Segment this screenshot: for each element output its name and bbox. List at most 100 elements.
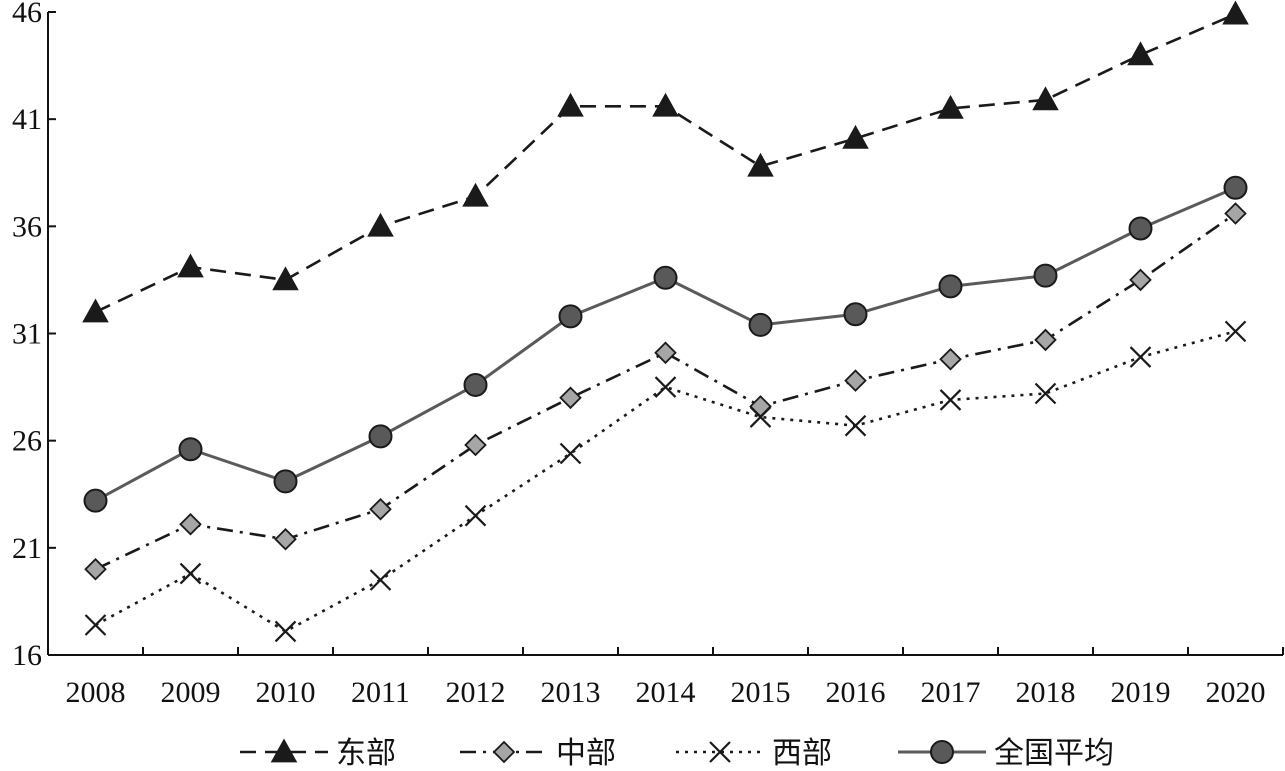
data-point [1034, 328, 1057, 352]
data-point [1034, 382, 1057, 405]
series-4 [83, 175, 1248, 513]
legend-item-3: 西部 [676, 736, 832, 771]
data-point [367, 212, 394, 237]
data-point-stroke-b [84, 614, 107, 636]
data-point [939, 347, 962, 371]
data-point [749, 395, 772, 418]
x-tick-label: 2008 [66, 676, 126, 709]
data-point [179, 512, 202, 536]
data-point [369, 569, 392, 591]
x-tick-label: 2013 [541, 676, 601, 709]
data-point [369, 497, 392, 521]
x-tick-label: 2020 [1206, 676, 1266, 709]
data-point [1129, 346, 1152, 368]
data-point [272, 266, 299, 291]
data-point [462, 182, 489, 207]
legend-item-1: 东部 [240, 736, 396, 771]
data-point-stroke-b [939, 389, 962, 411]
data-point [653, 265, 678, 290]
data-point-stroke-b [369, 569, 392, 591]
y-tick-label: 46 [12, 0, 42, 29]
legend-marker [492, 740, 516, 764]
data-point [274, 620, 297, 643]
data-point [749, 406, 772, 428]
x-tick-label: 2016 [826, 676, 886, 709]
data-point [1033, 263, 1058, 288]
data-point [1223, 175, 1248, 200]
data-point [844, 414, 867, 437]
x-tick-label: 2017 [921, 676, 981, 709]
data-point [842, 124, 869, 149]
data-point-stroke-b [1224, 320, 1247, 343]
data-point [652, 92, 679, 117]
y-tick-label: 31 [12, 318, 42, 351]
data-point-stroke-b [749, 406, 772, 428]
data-point [82, 298, 109, 323]
legend-label: 中部 [556, 736, 616, 771]
x-tick-label: 2014 [636, 676, 696, 709]
data-point [559, 386, 582, 410]
series-1 [82, 0, 1249, 323]
legend-marker [709, 741, 731, 763]
data-point [843, 302, 868, 327]
data-point [464, 504, 487, 527]
y-tick-label: 21 [12, 532, 42, 565]
series-layer [82, 0, 1249, 643]
y-tick-label: 36 [12, 210, 42, 243]
legend-item-4: 全国平均 [898, 736, 1114, 771]
data-point-stroke-b [654, 376, 677, 398]
series-3 [84, 320, 1247, 643]
data-point [1224, 202, 1247, 225]
x-tick-label: 2010 [256, 676, 316, 709]
x-tick-label: 2009 [161, 676, 221, 709]
data-point [654, 341, 677, 365]
data-point [1032, 86, 1059, 111]
data-point-stroke-b [464, 504, 487, 527]
x-tick-label: 2018 [1016, 676, 1076, 709]
data-point [179, 562, 202, 585]
data-point [559, 442, 582, 465]
y-tick-label: 41 [12, 103, 42, 136]
legend-label: 全国平均 [994, 736, 1114, 771]
legend: 东部 中部 西部 全国平均 [240, 736, 1114, 771]
legend-item-2: 中部 [460, 736, 616, 771]
x-tick-label: 2015 [731, 676, 791, 709]
data-point [557, 92, 584, 117]
data-point-stroke-b [179, 562, 202, 585]
data-point [368, 424, 393, 449]
legend-marker [270, 738, 298, 763]
legend-marker [930, 740, 954, 764]
data-point [1128, 216, 1153, 241]
axes: 16 21 26 31 36 41 46 2008 2009 2010 2011 2012 2013 20… [12, 0, 1284, 709]
data-point [748, 312, 773, 337]
data-point [844, 369, 867, 392]
data-point [939, 389, 962, 411]
data-point [558, 304, 583, 329]
series-line-3 [94, 330, 1236, 633]
data-point [937, 94, 964, 119]
data-point [83, 488, 108, 513]
data-point [464, 433, 487, 457]
data-point-stroke-b [1129, 346, 1152, 368]
data-point [747, 152, 774, 177]
legend-label: 西部 [772, 736, 832, 771]
data-point-stroke-b [559, 442, 582, 465]
data-point [84, 614, 107, 636]
data-point-stroke-b [274, 620, 297, 643]
data-point [463, 372, 488, 397]
data-point [1224, 320, 1247, 343]
series-2 [84, 202, 1247, 581]
y-tick-label: 26 [12, 425, 42, 458]
legend-label: 东部 [336, 736, 396, 771]
data-point [1129, 268, 1152, 292]
data-point [654, 376, 677, 398]
data-point [177, 253, 204, 278]
data-point [1127, 41, 1154, 66]
x-tick-label: 2011 [351, 676, 410, 709]
data-point [178, 437, 203, 462]
data-point [84, 557, 107, 581]
data-point [274, 527, 297, 551]
data-point [938, 274, 963, 299]
